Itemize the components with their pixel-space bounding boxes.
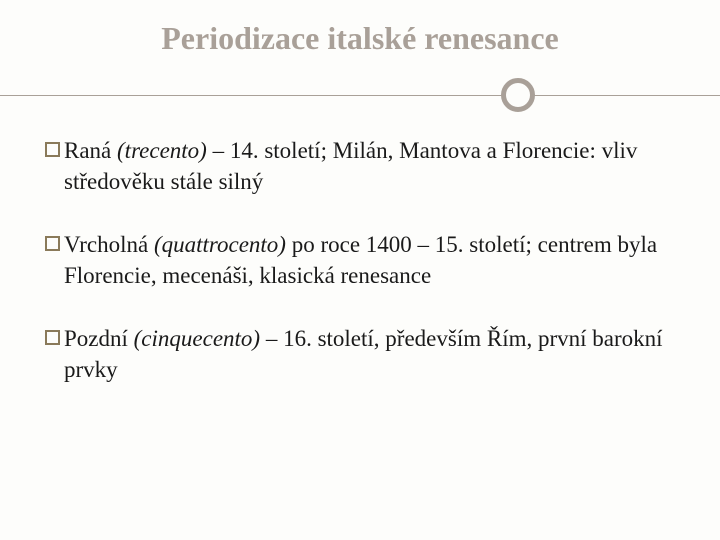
bullet-box-icon <box>45 236 60 251</box>
content-area: Raná (trecento) – 14. století; Milán, Ma… <box>0 135 720 385</box>
bullet-text: Pozdní (cinquecento) – 16. století, před… <box>64 323 675 385</box>
list-item: Raná (trecento) – 14. století; Milán, Ma… <box>45 135 675 197</box>
slide-title: Periodizace italské renesance <box>0 20 720 57</box>
divider-circle-icon <box>501 78 535 112</box>
bullet-lead: Pozdní <box>64 326 134 351</box>
bullet-lead: Vrcholná <box>64 232 154 257</box>
bullet-text: Vrcholná (quattrocento) po roce 1400 – 1… <box>64 229 675 291</box>
bullet-italic: (quattrocento) <box>154 232 286 257</box>
slide: Periodizace italské renesance Raná (trec… <box>0 0 720 540</box>
bullet-box-icon <box>45 330 60 345</box>
list-item: Vrcholná (quattrocento) po roce 1400 – 1… <box>45 229 675 291</box>
list-item: Pozdní (cinquecento) – 16. století, před… <box>45 323 675 385</box>
bullet-italic: (cinquecento) <box>134 326 260 351</box>
bullet-text: Raná (trecento) – 14. století; Milán, Ma… <box>64 135 675 197</box>
bullet-lead: Raná <box>64 138 117 163</box>
bullet-box-icon <box>45 142 60 157</box>
divider-line <box>0 95 720 96</box>
bullet-italic: (trecento) <box>117 138 207 163</box>
divider <box>0 75 720 115</box>
